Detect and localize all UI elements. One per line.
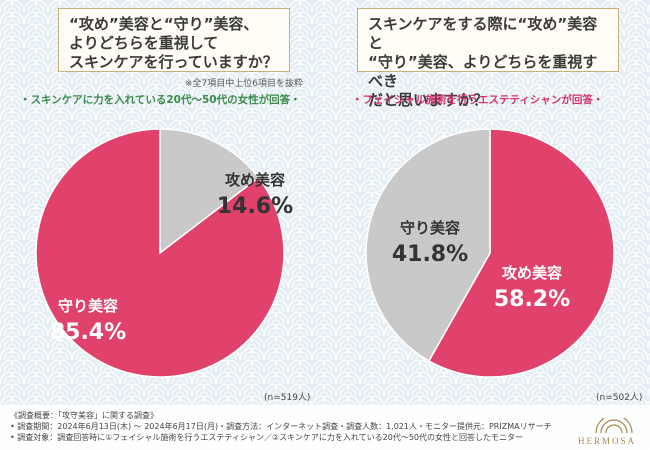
- pie-value-0-0: 14.6%: [217, 194, 293, 219]
- pie-label-0-0: 攻め美容: [225, 171, 285, 189]
- pie-value-1-0: 58.2%: [494, 287, 570, 312]
- left-note: ※全7項目中上位6項目を抜粋: [185, 79, 303, 89]
- pie-label-1-1: 守り美容: [400, 219, 460, 237]
- hermosa-logo-icon: [595, 418, 633, 434]
- survey-title: 《調査概要：「攻守美容」に関する調査》: [10, 411, 158, 420]
- right-respondents: ・フェイシャル施術を行うエステティシャンが回答・: [352, 94, 604, 106]
- left-question: “攻め”美容と“守り”美容、 よりどちらを重視して スキンケアを行っていますか？: [58, 8, 290, 72]
- pie-slice-1-1: [365, 128, 491, 362]
- left-sample-size: (n=519人): [264, 393, 311, 403]
- pie-label-0-1: 守り美容: [58, 297, 118, 315]
- pie-value-0-1: 85.4%: [50, 320, 126, 345]
- pie-label-1-0: 攻め美容: [502, 264, 562, 282]
- pie-slice-0-1: [35, 128, 285, 378]
- right-question: スキンケアをする際に“攻め”美容と “守り”美容、よりどちらを重視すべき だと思…: [357, 8, 619, 109]
- brand-name: HERMOSA: [578, 436, 637, 446]
- left-pie-chart: 攻め美容 14.6% 守り美容 85.4%: [35, 128, 293, 378]
- right-sample-size: (n=502人): [596, 393, 643, 403]
- pie-slice-0-0: [159, 128, 260, 255]
- pie-slice-1-0: [427, 128, 615, 378]
- right-pie-chart: 攻め美容 58.2% 守り美容 41.8%: [365, 128, 615, 378]
- survey-target: • 調査対象：調査回答時に①フェイシャル施術を行うエステティシャン／②スキンケア…: [10, 433, 523, 442]
- pie-value-1-1: 41.8%: [392, 242, 468, 267]
- left-respondents: ・スキンケアに力を入れている20代〜50代の女性が回答・: [20, 94, 301, 106]
- survey-period: • 調査期間：2024年6月13日(木) 〜 2024年6月17日(月)・調査方…: [10, 422, 552, 431]
